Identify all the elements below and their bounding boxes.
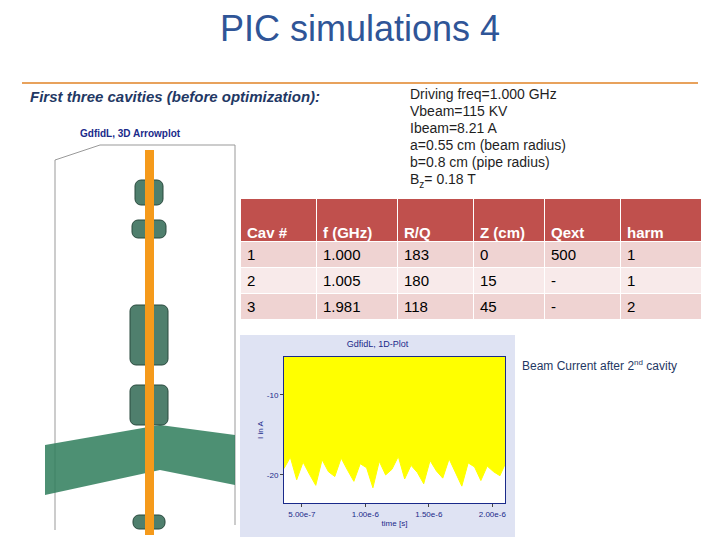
svg-text:I in A: I in A: [256, 420, 265, 438]
html-text:45: 45: [480, 298, 497, 315]
html-text:Driving freq=1.000 GHz: Driving freq=1.000 GHz: [410, 86, 557, 102]
html-text:1: 1: [627, 272, 636, 289]
html-text:15: 15: [480, 272, 497, 289]
svg-text:5.00e-7: 5.00e-7: [288, 510, 316, 519]
html-text:R/Q: R/Q: [404, 224, 431, 241]
svg-text:1.50e-6: 1.50e-6: [415, 510, 443, 519]
svg-text:GdfidL, 3D Arrowplot: GdfidL, 3D Arrowplot: [80, 128, 181, 139]
html-text:harm: harm: [627, 224, 664, 241]
html-text:2: 2: [627, 298, 636, 315]
html-text:Z (cm): Z (cm): [480, 224, 525, 241]
html-text:0: 0: [480, 246, 489, 263]
svg-text:1.00e-6: 1.00e-6: [352, 510, 380, 519]
html-text:180: 180: [404, 272, 429, 289]
html-text:2: 2: [247, 272, 256, 289]
html-text:Qext: Qext: [551, 224, 585, 241]
html-text:b=0.8 cm (pipe radius): b=0.8 cm (pipe radius): [410, 154, 550, 170]
html-text:Ibeam=8.21 A: Ibeam=8.21 A: [410, 120, 497, 136]
html-text:500: 500: [551, 246, 576, 263]
html-text:Bz= 0.18 T: Bz= 0.18 T: [410, 171, 476, 190]
html-text:Vbeam=115 KV: Vbeam=115 KV: [410, 103, 508, 119]
svg-text:time [s]: time [s]: [382, 519, 408, 528]
html-text:1: 1: [627, 246, 636, 263]
svg-text:GdfidL, 1D-Plot: GdfidL, 1D-Plot: [347, 339, 409, 349]
html-text:Beam Current after 2ndcavity: Beam Current after 2ndcavity: [522, 358, 677, 373]
html-text:1: 1: [247, 246, 256, 263]
html-text:f (GHz): f (GHz): [323, 224, 373, 241]
html-text:3: 3: [247, 298, 256, 315]
html-text:Cav #: Cav #: [247, 224, 287, 241]
svg-text:2.00e-6: 2.00e-6: [479, 510, 507, 519]
html-text:183: 183: [404, 246, 429, 263]
html-text:1.005: 1.005: [323, 272, 361, 289]
html-text:118: 118: [404, 298, 428, 315]
html-text:1.981: 1.981: [323, 298, 361, 315]
svg-text:-20: -20: [267, 471, 279, 480]
html-text:1.000: 1.000: [323, 246, 361, 263]
svg-text:-10: -10: [267, 391, 279, 400]
html-text:PIC simulations 4: PIC simulations 4: [219, 8, 500, 49]
html-text:First three cavities (before o: First three cavities (before optimizatio…: [30, 88, 320, 105]
html-text:a=0.55 cm (beam radius): a=0.55 cm (beam radius): [410, 137, 566, 153]
